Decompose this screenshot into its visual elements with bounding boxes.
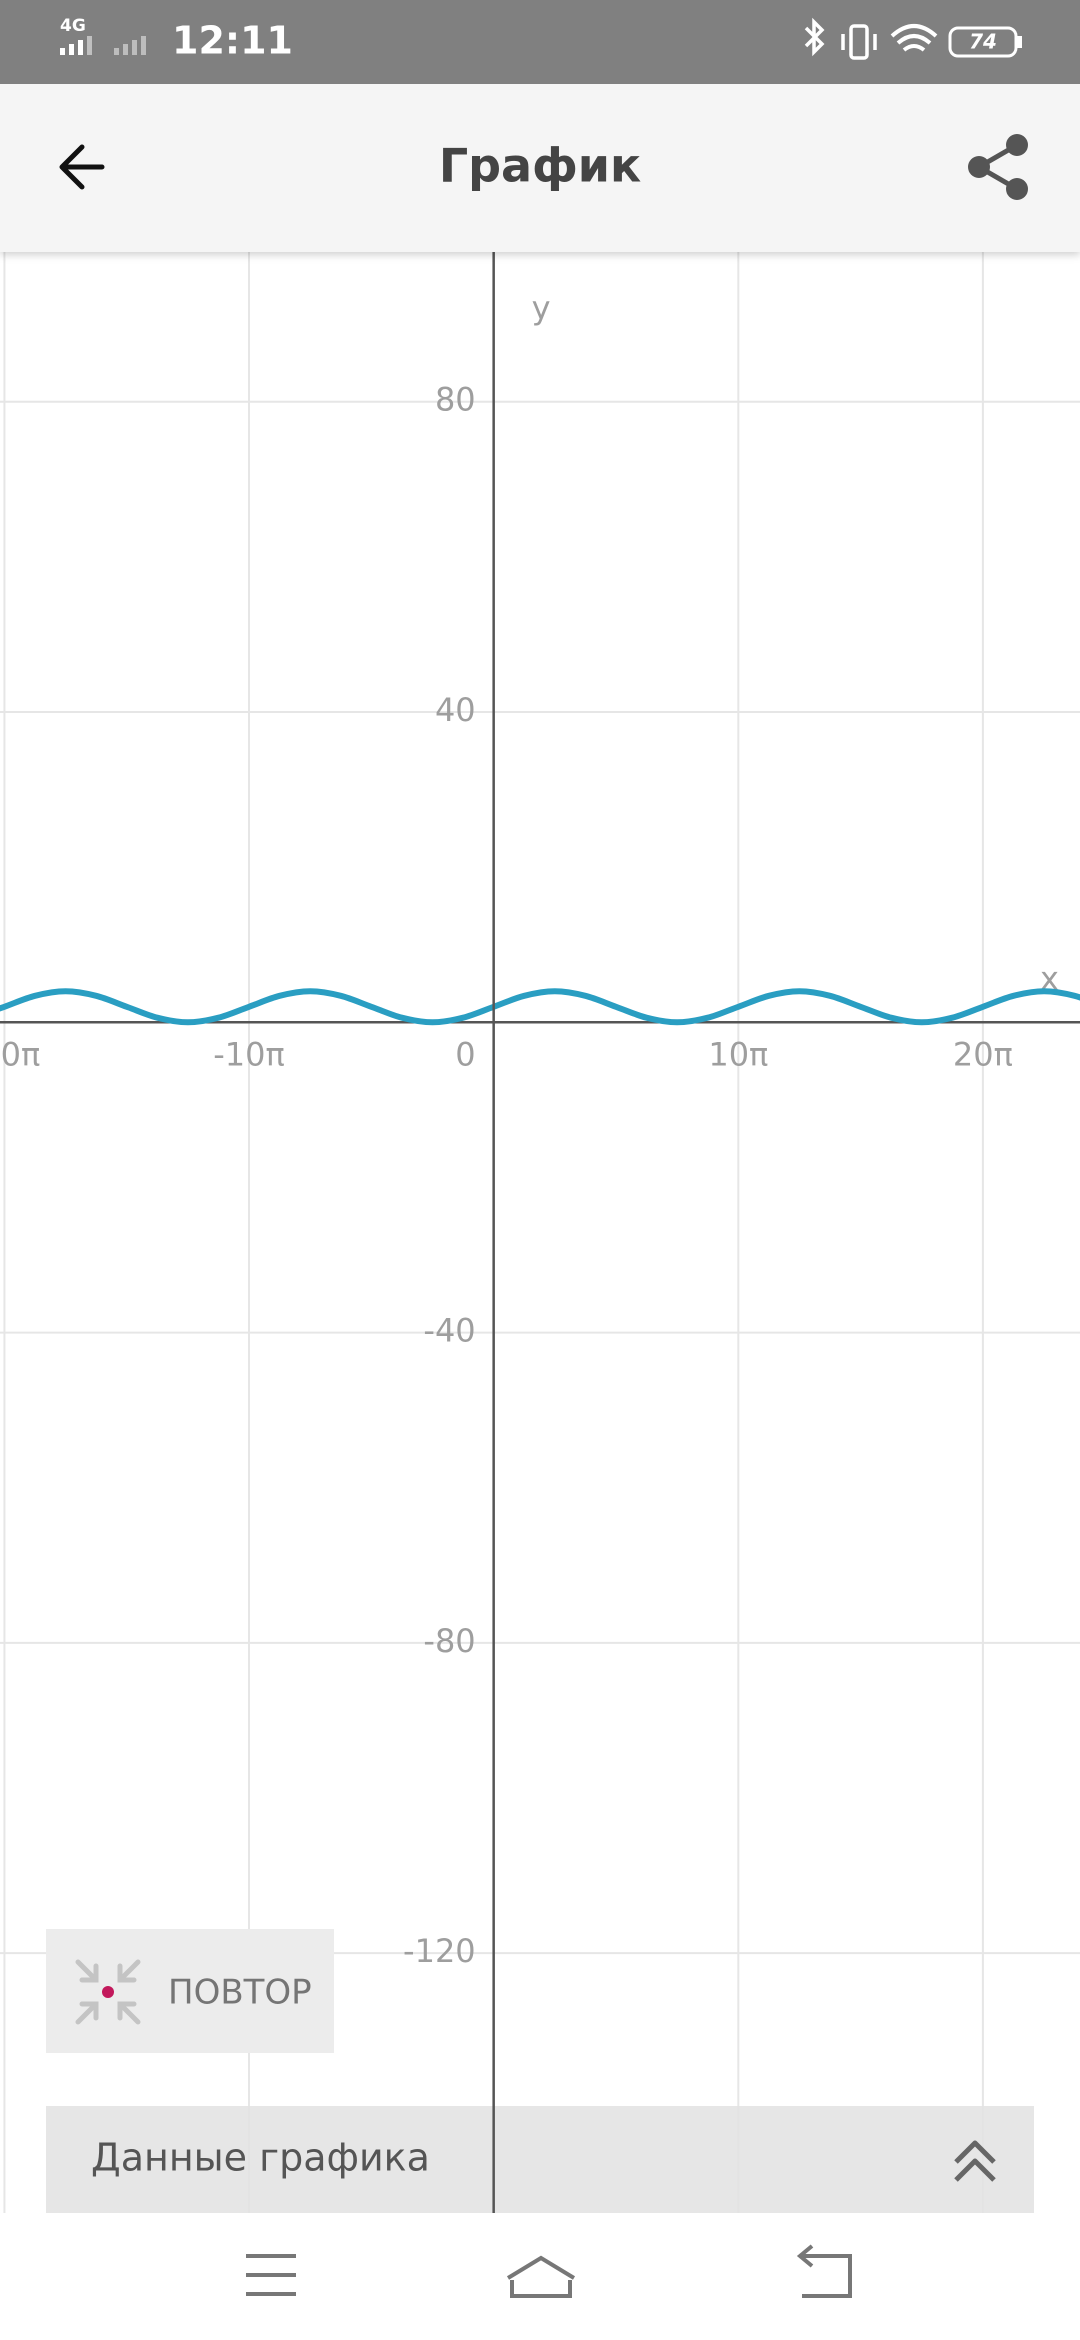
status-bar: 4G 12:11 74 [0, 0, 1080, 84]
battery-outline [948, 26, 1018, 58]
reset-label: ПОВТОР [168, 1973, 312, 2013]
x-tick-label: -20π [0, 1035, 40, 1073]
battery-tip [1017, 36, 1022, 48]
nav-bar [0, 2213, 1080, 2340]
y-tick-label: 80 [435, 381, 476, 419]
function-curve [0, 988, 1080, 1026]
vibrate-icon [841, 24, 877, 60]
y-tick-label: 0 [455, 1035, 475, 1073]
x-tick-label: -10π [213, 1035, 285, 1073]
y-tick-label: -40 [423, 1312, 475, 1350]
app-bar: График [0, 84, 1080, 252]
x-axis-label: x [1040, 959, 1059, 997]
reset-button[interactable]: ПОВТОР [46, 1929, 334, 2053]
y-axis-label: y [532, 289, 551, 327]
reset-icon [75, 1959, 141, 2025]
app-title: График [439, 139, 641, 193]
reset-button-bg [46, 1929, 334, 2053]
back-button[interactable] [59, 144, 105, 190]
y-tick-label: 40 [435, 691, 476, 729]
bluetooth-icon [804, 17, 825, 57]
x-tick-label: 10π [708, 1035, 768, 1073]
home-button[interactable] [506, 2255, 576, 2298]
reset-dot [102, 1986, 114, 1998]
battery-level: 74 [969, 30, 997, 54]
plot-area[interactable]: -20π -10π 10π 20π 80 40 0 -40 -80 -120 y x [0, 252, 1080, 2213]
share-dot [1006, 178, 1028, 200]
signal-1 [60, 36, 92, 55]
share-button[interactable] [968, 134, 1028, 200]
y-tick-label: -80 [423, 1622, 475, 1660]
wifi-icon [890, 24, 938, 52]
app-bar-bg [0, 84, 1080, 252]
data-panel-bg [46, 2106, 1034, 2213]
y-tick-label: -120 [403, 1932, 476, 1970]
nav-bar-bg [0, 2213, 1080, 2340]
status-bar-bg [0, 0, 1080, 84]
signal-2 [114, 36, 146, 55]
clock: 12:11 [172, 19, 293, 63]
network-type: 4G [60, 16, 86, 36]
data-panel-label: Данные графика [91, 2136, 430, 2180]
back-nav-button[interactable] [796, 2244, 852, 2298]
expand-icon [954, 2140, 996, 2182]
x-tick-label: 20π [953, 1035, 1013, 1073]
menu-button[interactable] [246, 2254, 296, 2296]
share-dot [1006, 134, 1028, 156]
battery: 74 [948, 26, 1022, 58]
share-dot [968, 156, 990, 178]
data-panel[interactable]: Данные графика [46, 2106, 1034, 2213]
